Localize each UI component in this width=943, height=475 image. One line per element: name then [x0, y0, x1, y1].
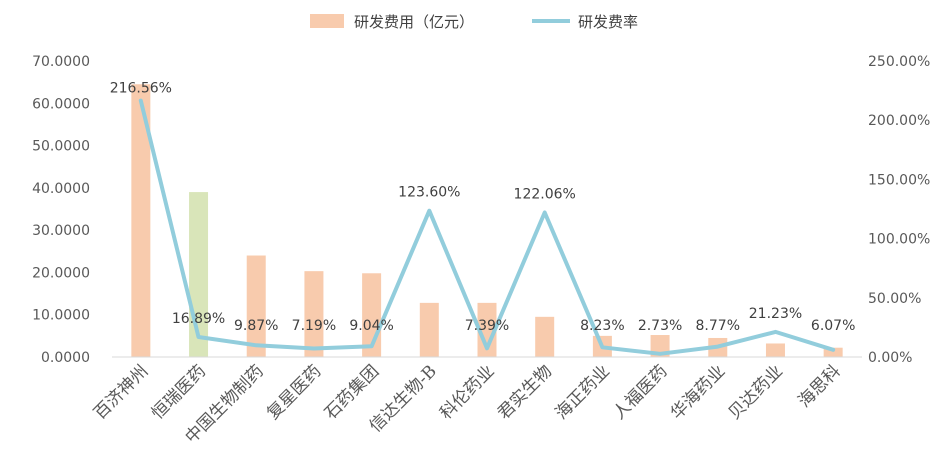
rate-labels: 216.56% 16.89% 9.87% 7.19% 9.04% 123.60% 7.39%… [110, 81, 856, 334]
bar [131, 84, 151, 357]
category-label: 百济神州 [90, 361, 152, 423]
right-axis: 0.00% 50.00% 100.00% 150.00% 200.00% 250.00% [868, 54, 930, 366]
legend: 研发费用（亿元） 研发费率 [310, 13, 638, 31]
rate-label: 21.23% [749, 306, 802, 322]
category-label: 复星医药 [263, 361, 325, 423]
left-axis: 0.0000 10.0000 20.0000 30.0000 40.0000 50.000… [32, 54, 90, 366]
line-series [138, 98, 836, 356]
category-label: 华海药业 [667, 361, 729, 423]
right-tick-label: 50.00% [868, 291, 921, 307]
left-tick-label: 50.0000 [32, 139, 90, 155]
rate-label: 7.19% [292, 318, 336, 334]
category-label: 海思科 [794, 361, 844, 411]
right-tick-label: 150.00% [868, 172, 930, 188]
rate-label: 2.73% [638, 318, 682, 334]
bar-series [112, 84, 862, 358]
left-tick-label: 60.0000 [32, 96, 90, 112]
category-label: 科伦药业 [436, 361, 498, 423]
category-label: 君实生物 [494, 361, 556, 423]
bar [246, 255, 266, 357]
left-tick-label: 40.0000 [32, 181, 90, 197]
rate-label: 16.89% [172, 311, 225, 327]
rate-label: 6.07% [811, 318, 855, 334]
left-tick-label: 0.0000 [41, 350, 90, 366]
category-label: 海正药业 [552, 361, 614, 423]
category-label: 人福医药 [609, 361, 671, 423]
right-tick-label: 100.00% [868, 232, 930, 248]
right-tick-label: 0.00% [868, 350, 912, 366]
bar [477, 302, 497, 357]
category-labels: 百济神州恒瑞医药中国生物制药复星医药石药集团信达生物-B科伦药业君实生物海正药业… [90, 361, 845, 447]
rate-line [138, 98, 836, 356]
rate-label: 123.60% [398, 185, 460, 201]
left-tick-label: 30.0000 [32, 223, 90, 239]
rate-label: 9.04% [349, 318, 393, 334]
category-label: 贝达药业 [725, 361, 787, 423]
right-tick-label: 250.00% [868, 54, 930, 70]
legend-bar-swatch [310, 14, 344, 28]
left-tick-label: 20.0000 [32, 265, 90, 281]
rate-label: 9.87% [234, 318, 278, 334]
rate-label: 8.77% [696, 318, 740, 334]
bar [823, 347, 843, 357]
rate-label: 122.06% [514, 186, 576, 202]
right-tick-label: 200.00% [868, 113, 930, 129]
rate-label: 216.56% [110, 81, 172, 97]
rate-label: 7.39% [465, 318, 509, 334]
legend-bar-label: 研发费用（亿元） [354, 13, 474, 31]
bar [765, 343, 785, 357]
left-tick-label: 70.0000 [32, 54, 90, 70]
bar [419, 302, 439, 357]
left-tick-label: 10.0000 [32, 308, 90, 324]
bar [535, 316, 555, 357]
bar [304, 271, 324, 357]
legend-line-label: 研发费率 [578, 13, 638, 31]
rate-label: 8.23% [580, 318, 624, 334]
